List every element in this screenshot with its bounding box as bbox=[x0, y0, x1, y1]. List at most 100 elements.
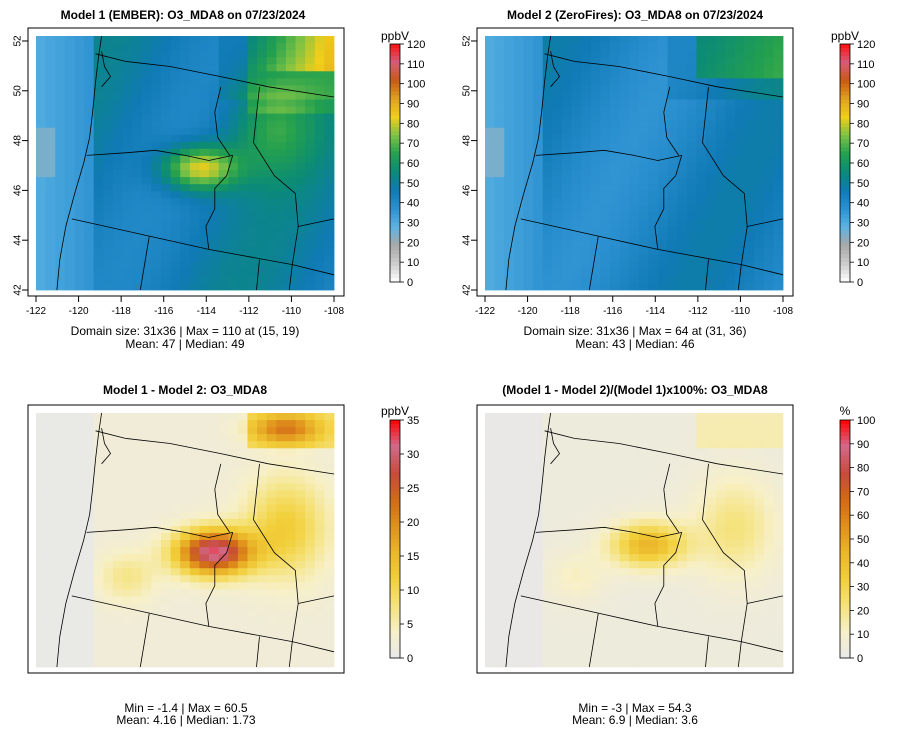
grid-cell bbox=[160, 455, 171, 463]
grid-cell bbox=[773, 43, 784, 51]
grid-cell bbox=[112, 561, 123, 569]
grid-cell bbox=[305, 57, 316, 65]
grid-cell bbox=[74, 240, 85, 249]
grid-cell bbox=[218, 85, 229, 93]
grid-cell bbox=[754, 85, 765, 93]
x-tick-label: -118 bbox=[112, 306, 132, 317]
border-line bbox=[101, 428, 111, 465]
grid-cell bbox=[734, 596, 745, 604]
grid-cell bbox=[247, 638, 258, 647]
grid-cell bbox=[103, 148, 114, 157]
grid-cell bbox=[677, 247, 688, 256]
grid-cell bbox=[55, 448, 66, 456]
grid-cell bbox=[648, 448, 659, 456]
grid-cell bbox=[247, 462, 258, 470]
grid-cell bbox=[237, 148, 248, 157]
grid-cell bbox=[667, 148, 678, 157]
grid-cell bbox=[199, 645, 210, 654]
grid-cell bbox=[160, 43, 171, 51]
grid-cell bbox=[228, 427, 239, 435]
grid-cell bbox=[677, 184, 688, 192]
grid-cell bbox=[734, 518, 745, 527]
grid-cell bbox=[324, 205, 335, 213]
grid-cell bbox=[170, 504, 181, 513]
grid-cell bbox=[189, 652, 200, 661]
grid-cell bbox=[45, 645, 56, 654]
grid-cell bbox=[218, 554, 229, 562]
grid-cell bbox=[485, 78, 496, 86]
grid-cell bbox=[160, 448, 171, 456]
grid-cell bbox=[199, 127, 210, 136]
grid-cell bbox=[324, 198, 335, 206]
legend-swatch bbox=[840, 582, 850, 587]
grid-cell bbox=[552, 134, 563, 143]
grid-cell bbox=[552, 64, 563, 72]
grid-cell bbox=[773, 420, 784, 428]
grid-cell bbox=[725, 525, 736, 534]
grid-cell bbox=[609, 504, 620, 513]
grid-cell bbox=[504, 638, 515, 647]
legend-swatch bbox=[390, 471, 400, 476]
legend-swatch bbox=[840, 190, 850, 196]
grid-cell bbox=[715, 177, 726, 185]
grid-cell bbox=[45, 78, 56, 86]
grid-cell bbox=[523, 476, 534, 484]
grid-cell bbox=[209, 177, 220, 185]
grid-cell bbox=[734, 413, 745, 421]
grid-cell bbox=[590, 205, 601, 213]
grid-cell bbox=[600, 617, 611, 626]
grid-cell bbox=[513, 511, 524, 520]
grid-cell bbox=[189, 638, 200, 647]
grid-cell bbox=[648, 652, 659, 661]
grid-cell bbox=[141, 155, 152, 164]
grid-cell bbox=[581, 617, 592, 626]
grid-cell bbox=[581, 645, 592, 654]
grid-cell bbox=[237, 275, 248, 284]
grid-cell bbox=[677, 155, 688, 164]
grid-cell bbox=[151, 624, 162, 633]
grid-cell bbox=[561, 177, 572, 185]
grid-cell bbox=[715, 561, 726, 569]
grid-cell bbox=[734, 127, 745, 136]
grid-cell bbox=[295, 71, 306, 79]
grid-cell bbox=[648, 99, 659, 107]
grid-cell bbox=[199, 43, 210, 51]
grid-cell bbox=[257, 233, 268, 242]
grid-cell bbox=[600, 127, 611, 136]
grid-cell bbox=[658, 212, 669, 220]
grid-cell bbox=[257, 518, 268, 527]
grid-cell bbox=[324, 127, 335, 136]
grid-cell bbox=[533, 518, 544, 527]
grid-cell bbox=[103, 603, 114, 611]
grid-cell bbox=[494, 518, 505, 527]
grid-cell bbox=[285, 610, 296, 619]
grid-cell bbox=[36, 78, 47, 86]
grid-cell bbox=[189, 441, 200, 449]
grid-cell bbox=[45, 148, 56, 157]
grid-cell bbox=[754, 64, 765, 72]
grid-cell bbox=[773, 483, 784, 492]
grid-cell bbox=[609, 645, 620, 654]
grid-cell bbox=[122, 659, 133, 668]
grid-cell bbox=[64, 43, 75, 51]
grid-cell bbox=[189, 547, 200, 555]
grid-cell bbox=[218, 240, 229, 249]
grid-cell bbox=[571, 469, 582, 477]
grid-cell bbox=[218, 71, 229, 79]
grid-cell bbox=[667, 518, 678, 527]
state-borders bbox=[56, 35, 335, 291]
grid-cell bbox=[237, 78, 248, 86]
grid-cell bbox=[734, 155, 745, 164]
grid-cell bbox=[112, 455, 123, 463]
legend-swatch bbox=[840, 270, 850, 275]
grid-cell bbox=[561, 155, 572, 164]
grid-cell bbox=[112, 240, 123, 249]
grid-cell bbox=[773, 71, 784, 79]
grid-cell bbox=[199, 631, 210, 640]
grid-cell bbox=[93, 191, 104, 199]
grid-cell bbox=[513, 610, 524, 619]
grid-cell bbox=[677, 427, 688, 435]
grid-cell bbox=[485, 547, 496, 555]
legend-swatch bbox=[840, 562, 850, 568]
grid-cell bbox=[763, 518, 774, 527]
